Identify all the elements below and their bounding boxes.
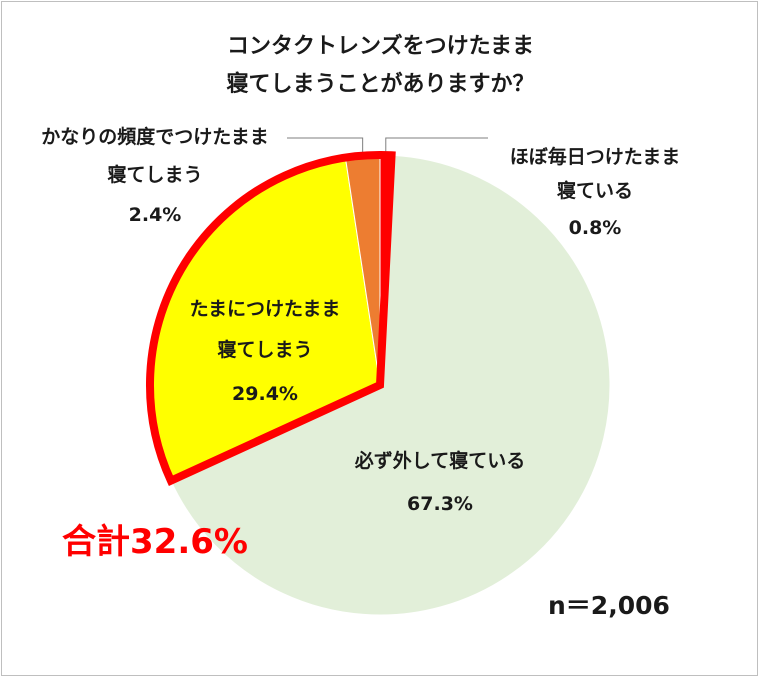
sample-size-label: n＝2,006 (548, 591, 670, 620)
label-daily-line2: 寝ている (556, 180, 633, 202)
label-sometimes-line2: 寝てしまう (217, 339, 313, 361)
highlight-outline (146, 151, 396, 487)
slice-always-remove (170, 154, 611, 616)
label-frequent-line1: かなりの頻度でつけたまま (41, 126, 269, 148)
label-frequent-line2: 寝てしまう (107, 164, 203, 186)
label-sometimes-line1: たまにつけたまま (189, 298, 341, 320)
label-always-remove-line1: 必ず外して寝ている (354, 450, 526, 472)
label-frequent-value: 2.4% (128, 204, 182, 226)
label-daily-value: 0.8% (568, 217, 622, 239)
chart-title-line1: コンタクトレンズをつけたまま (227, 34, 534, 59)
leader-line-frequent (287, 137, 364, 156)
label-always-remove-value: 67.3% (407, 493, 473, 515)
leader-line-daily (385, 137, 488, 156)
label-daily-line1: ほぼ毎日つけたまま (509, 146, 681, 168)
chart-title-line2: 寝てしまうことがありますか？ (226, 72, 535, 97)
total-label: 合計32.6% (62, 522, 248, 562)
label-sometimes-value: 29.4% (232, 383, 298, 405)
